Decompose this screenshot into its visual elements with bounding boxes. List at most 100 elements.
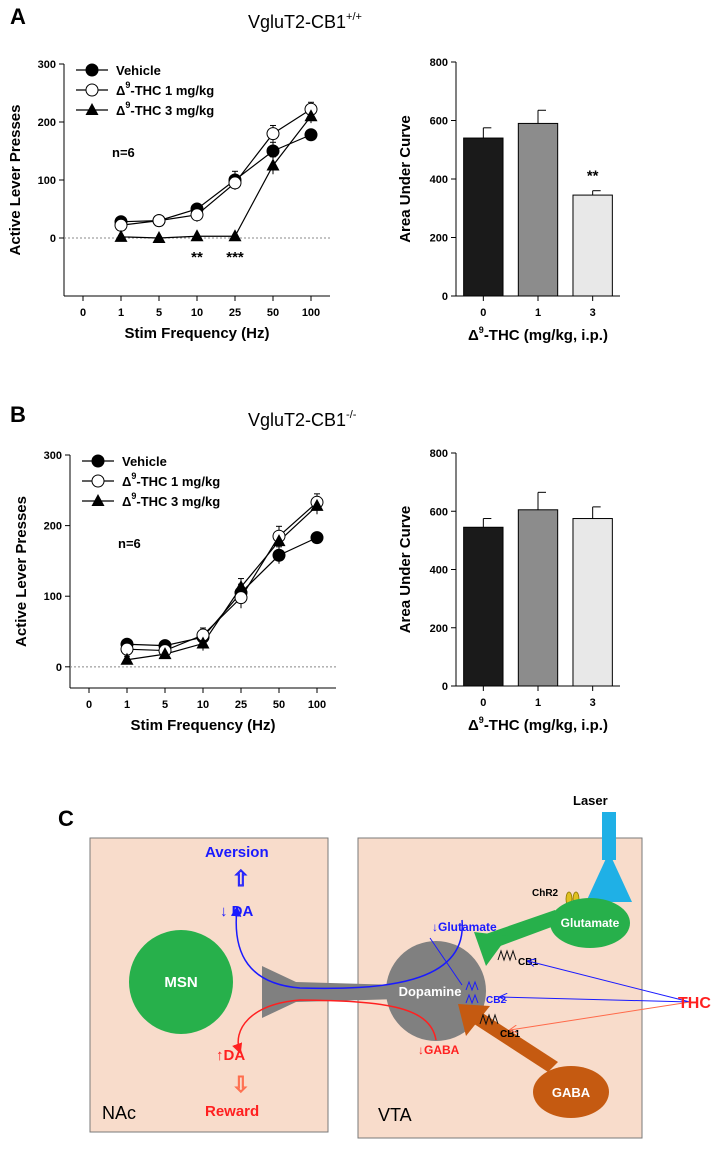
legend-label-1: Δ9-THC 1 mg/kg	[116, 80, 214, 98]
legend-label-2-sup: 9	[125, 100, 130, 110]
y-axis-title: Active Lever Presses	[7, 105, 24, 256]
y-tick-label: 0	[442, 291, 448, 303]
reward-hollow-down-icon: ⇩	[232, 1072, 250, 1097]
x-tick-label: 3	[590, 307, 596, 319]
legend-label-2-pre: Δ	[116, 103, 125, 118]
y-tick-label: 300	[38, 59, 56, 71]
laser-fiber	[602, 812, 616, 860]
aversion-hollow-up-icon: ⇧	[232, 866, 250, 891]
data-point-2	[114, 229, 128, 242]
genotype-b-prefix: VgluT2-CB1	[248, 410, 346, 430]
blue-pathway-arrow	[230, 905, 463, 990]
x-tick-label: 25	[229, 307, 241, 319]
x-axis-title: Stim Frequency (Hz)	[130, 717, 275, 734]
laser-label: Laser	[573, 793, 608, 808]
series-line-2	[120, 115, 312, 239]
legend-marker-0	[91, 454, 105, 468]
thc-label: THC	[678, 995, 711, 1012]
y-tick-label: 200	[430, 623, 448, 635]
x-tick-label: 5	[156, 307, 162, 319]
data-point-2	[190, 229, 204, 242]
bar-1	[517, 122, 559, 297]
legend-label-1-post: -THC 1 mg/kg	[130, 83, 214, 98]
x-tick-label: 1	[535, 307, 541, 319]
panel-b-label: B	[10, 402, 26, 427]
x-axis-title-post: -THC (mg/kg, i.p.)	[484, 327, 608, 344]
genotype-b-title: VgluT2-CB1-/-	[248, 409, 357, 430]
legend-marker-1	[91, 474, 105, 488]
data-point-2	[266, 158, 280, 171]
chart-b-line-plot: 0 100 200 300 0 1 5 10 25 50 100 Stim Frequency (Hz…	[13, 450, 336, 734]
n-annotation: n=6	[112, 145, 135, 160]
x-axis-title: Stim Frequency (Hz)	[124, 325, 269, 342]
legend-label-0: Vehicle	[116, 63, 161, 78]
x-axis-title-pre: Δ	[468, 717, 479, 734]
legend-marker-2	[85, 103, 99, 115]
cb2-receptor-icon	[465, 980, 479, 1005]
legend-marker-2	[91, 494, 105, 506]
data-point-0	[304, 128, 318, 142]
gaba-decrease-label: ↓GABA	[418, 1043, 460, 1057]
da-decrease-label: ↓ DA	[220, 903, 254, 920]
panel-a-label: A	[10, 4, 26, 29]
gaba-terminal	[458, 1004, 490, 1036]
significance-mark: ***	[226, 249, 244, 266]
legend-marker-1	[85, 83, 99, 97]
reward-label: Reward	[205, 1103, 259, 1120]
chart-a-bar-plot: 0 200 400 600 800 0 1 3 ** Δ9-THC (mg/kg, i.p.) Ar…	[397, 57, 620, 344]
x-axis-title-post: -THC (mg/kg, i.p.)	[484, 717, 608, 734]
bar-3	[572, 518, 613, 687]
aversion-label: Aversion	[205, 844, 269, 861]
data-point-0	[272, 548, 286, 562]
x-tick-label: 5	[162, 699, 168, 711]
data-point-1	[114, 218, 128, 232]
legend-label-0-pre: Vehicle	[122, 454, 167, 469]
panel-c-label: C	[58, 806, 74, 831]
x-tick-label: 0	[480, 697, 486, 709]
y-tick-label: 0	[50, 233, 56, 245]
cb2-label: CB2	[486, 995, 506, 1006]
data-point-2	[234, 580, 248, 593]
y-tick-label: 100	[44, 591, 62, 603]
y-tick-label: 200	[38, 117, 56, 129]
legend-label-2: Δ9-THC 3 mg/kg	[122, 491, 220, 509]
bar-1	[517, 509, 559, 687]
x-tick-label: 50	[267, 307, 279, 319]
legend-label-1-post: -THC 1 mg/kg	[136, 474, 220, 489]
genotype-a-title: VgluT2-CB1+/+	[248, 11, 362, 32]
y-tick-label: 400	[430, 565, 448, 577]
dopamine-label: Dopamine	[399, 984, 462, 999]
da-increase-label: ↑DA	[216, 1047, 245, 1064]
glutamate-cell-label: Glutamate	[561, 916, 620, 930]
gaba-neuron	[533, 1066, 609, 1118]
thc-to-cb2-arrow	[500, 997, 691, 1003]
x-tick-label: 0	[86, 699, 92, 711]
legend-label-2: Δ9-THC 3 mg/kg	[116, 100, 214, 118]
y-tick-label: 200	[44, 521, 62, 533]
genotype-b-sup: -/-	[346, 409, 357, 421]
y-tick-label: 800	[430, 448, 448, 460]
x-tick-label: 3	[590, 697, 596, 709]
y-tick-label: 400	[430, 174, 448, 186]
vta-label: VTA	[378, 1105, 412, 1125]
data-point-1	[190, 208, 204, 222]
data-point-0	[266, 144, 280, 158]
legend-label-2-post: -THC 3 mg/kg	[130, 103, 214, 118]
cb1-bottom-label: CB1	[500, 1029, 520, 1040]
series-line-1	[126, 501, 318, 652]
gaba-axon	[468, 1010, 558, 1072]
y-axis-title: Area Under Curve	[397, 115, 414, 243]
legend-label-0: Vehicle	[122, 454, 167, 469]
msn-label: MSN	[164, 974, 197, 991]
bar-3	[572, 194, 613, 297]
y-axis-title: Active Lever Presses	[13, 496, 30, 647]
x-tick-label: 1	[118, 307, 124, 319]
data-point-2	[304, 109, 318, 122]
x-tick-label: 0	[80, 307, 86, 319]
cb1-receptor-top-icon	[497, 949, 517, 962]
chart-b-bar-plot: 0 200 400 600 800 0 1 3 Δ9-THC (mg/kg, i.p.) Area…	[397, 448, 620, 734]
data-point-1	[228, 176, 242, 190]
data-point-2	[196, 636, 210, 649]
y-tick-label: 200	[430, 233, 448, 245]
msn-neuron	[129, 930, 233, 1034]
